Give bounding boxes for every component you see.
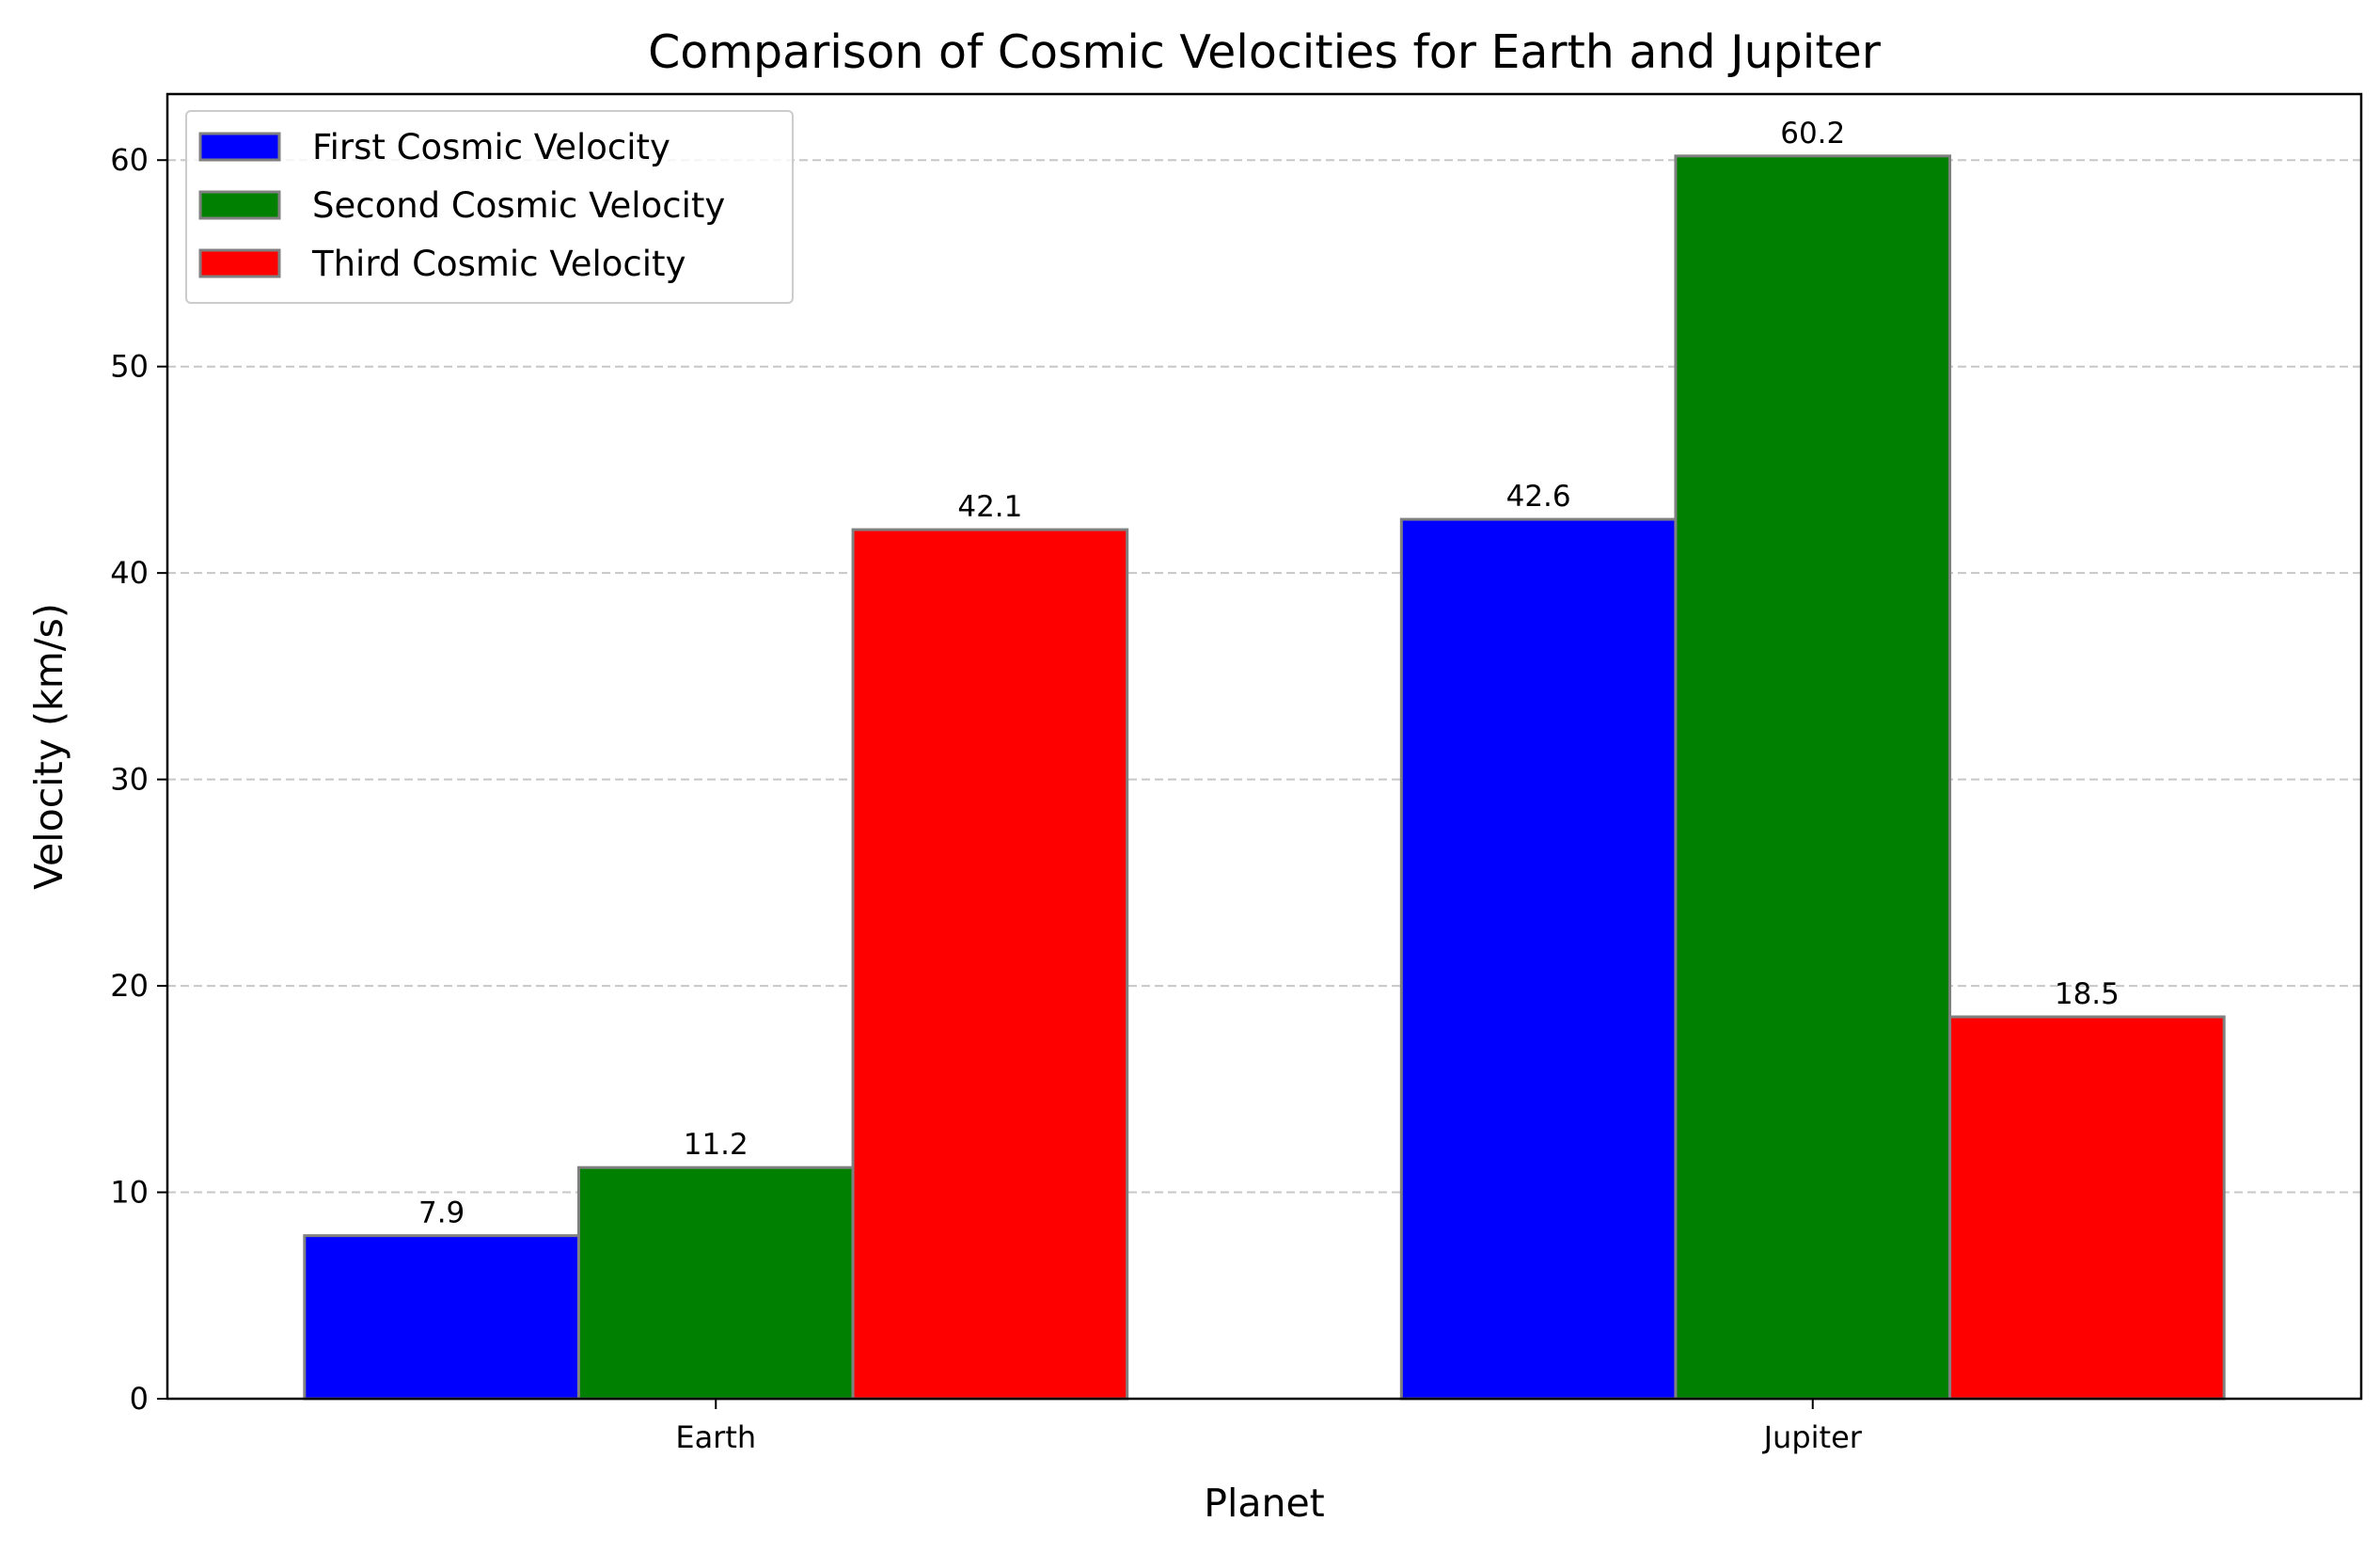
value-labels: 7.9 42.6 11.2 60.2 42.1 18.5 [418, 117, 2120, 1230]
y-tick-label: 10 [110, 1175, 149, 1211]
x-tick-label: Earth [675, 1419, 756, 1455]
x-tick-label: Jupiter [1762, 1419, 1863, 1455]
y-axis-label: Velocity (km/s) [26, 603, 71, 890]
bar-value-label: 18.5 [2055, 977, 2120, 1011]
y-tick-label: 40 [110, 555, 149, 591]
bar-value-label: 11.2 [684, 1128, 749, 1162]
bar [1674, 154, 1952, 1401]
legend: First Cosmic Velocity Second Cosmic Veloc… [185, 110, 794, 304]
bar [576, 1165, 855, 1401]
legend-swatch [198, 190, 281, 220]
legend-label: Third Cosmic Velocity [311, 244, 686, 284]
y-tick-label: 0 [130, 1381, 149, 1417]
y-tick-label: 30 [110, 762, 149, 798]
y-tick-label: 60 [110, 142, 149, 178]
bar-value-label: 42.1 [957, 490, 1022, 524]
x-axis-label: Planet [1204, 1481, 1325, 1526]
axis-ticks: 0 10 20 30 40 50 60 Earth Jupiter [110, 142, 1862, 1455]
chart-title: Comparison of Cosmic Velocities for Eart… [648, 25, 1882, 79]
y-tick-label: 50 [110, 349, 149, 385]
y-tick-label: 20 [110, 968, 149, 1004]
bar [303, 1234, 580, 1401]
legend-label: First Cosmic Velocity [312, 127, 670, 167]
bar-value-label: 7.9 [418, 1196, 465, 1230]
legend-box [185, 110, 794, 304]
legend-label: Second Cosmic Velocity [312, 185, 725, 226]
bar [1948, 1015, 2226, 1401]
legend-swatch [198, 248, 281, 278]
bar [1399, 517, 1678, 1401]
bar [851, 528, 1129, 1401]
legend-swatch [198, 132, 281, 162]
bar-value-label: 60.2 [1780, 117, 1845, 151]
plot-frame [165, 92, 2363, 1401]
bars [303, 154, 2226, 1401]
gridlines [167, 159, 2361, 1194]
bar-value-label: 42.6 [1506, 480, 1571, 514]
